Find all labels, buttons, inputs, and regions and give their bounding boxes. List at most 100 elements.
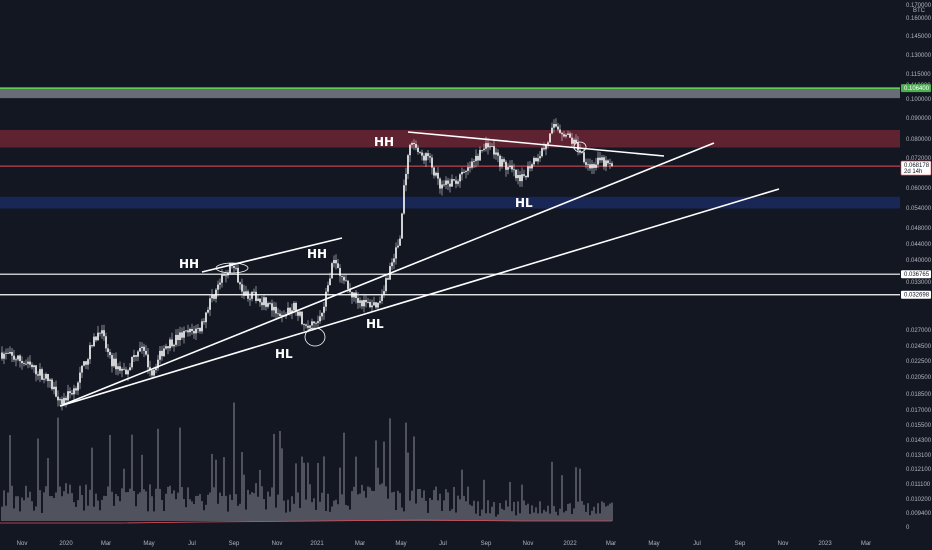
candle-body <box>89 345 91 360</box>
candle-body <box>265 297 267 307</box>
volume-bar <box>19 511 21 521</box>
volume-bar <box>373 491 375 521</box>
candle-body <box>353 292 355 298</box>
volume-bar <box>23 500 25 521</box>
volume-bar <box>355 456 357 521</box>
volume-bar <box>37 438 39 521</box>
candle-body <box>393 258 395 263</box>
time-tick-label: 2023 <box>818 541 832 547</box>
volume-bar <box>1 506 3 521</box>
candle-body <box>75 388 77 391</box>
price-tag-res2 <box>901 290 931 299</box>
volume-bar <box>165 493 167 521</box>
price-tag-label: 0.068178 <box>904 163 930 169</box>
volume-bar <box>281 448 283 521</box>
volume-bar <box>357 494 359 521</box>
candle-body <box>281 315 283 317</box>
volume-bar <box>397 490 399 521</box>
candle-body <box>319 316 321 322</box>
candle-body <box>403 185 405 214</box>
candle-body <box>289 307 291 313</box>
volume-bar <box>381 483 383 521</box>
candle-body <box>69 391 71 394</box>
volume-bar <box>359 493 361 521</box>
horizontal-lines-layer <box>0 87 900 296</box>
volume-bar <box>449 510 451 521</box>
candle-body <box>119 366 121 371</box>
volume-bar <box>243 474 245 521</box>
volume-bar <box>493 502 495 521</box>
candle-body <box>129 367 131 371</box>
volume-bar <box>211 453 213 521</box>
volume-bar <box>293 503 295 521</box>
candle-body <box>221 274 223 283</box>
price-tag-label: 0.036765 <box>904 272 930 278</box>
volume-bar <box>73 502 75 521</box>
candle-body <box>441 184 443 189</box>
volume-bar <box>145 491 147 521</box>
candle-body <box>603 157 605 167</box>
volume-bar <box>287 499 289 521</box>
candle-body <box>39 369 41 376</box>
candle-body <box>49 379 51 381</box>
volume-bar <box>103 495 105 521</box>
volume-bar <box>587 503 589 521</box>
annotation-hl: HL <box>275 347 293 361</box>
volume-bar <box>269 496 271 521</box>
candle-body <box>79 372 81 383</box>
volume-bar <box>583 504 585 521</box>
candle-body <box>321 312 323 317</box>
candle-body <box>215 289 217 299</box>
time-axis[interactable]: Nov 2020 Mar May Jul Sep Nov 2021 Mar May Jul Sep No… <box>17 541 872 547</box>
price-tag-label: 0.106400 <box>904 86 930 92</box>
volume-bar <box>143 489 145 521</box>
volume-bar <box>41 512 43 521</box>
volume-bar <box>363 490 365 521</box>
candle-body <box>105 336 107 349</box>
volume-bar <box>21 497 23 521</box>
volume-bar <box>423 490 425 521</box>
volume-bar <box>97 500 99 521</box>
volume-bar <box>315 509 317 521</box>
candle-body <box>225 275 227 277</box>
volume-bar <box>179 427 181 521</box>
volume-bar <box>113 505 115 521</box>
volume-bar <box>455 512 457 521</box>
time-tick-label: Mar <box>355 541 365 547</box>
volume-bar <box>577 501 579 521</box>
candle-body <box>111 355 113 367</box>
candle-body <box>421 152 423 156</box>
candle-body <box>467 167 469 171</box>
candle-body <box>461 171 463 175</box>
volume-bar <box>55 492 57 521</box>
volume-bar <box>475 513 477 521</box>
volume-bar <box>343 432 345 521</box>
volume-bar <box>483 479 485 521</box>
volume-bar <box>563 512 565 521</box>
candle-body <box>51 379 53 390</box>
volume-bar <box>223 457 225 521</box>
candle-body <box>241 284 243 292</box>
uptrend-support-line <box>59 142 715 407</box>
volume-bar <box>509 481 511 521</box>
candle-body <box>233 266 235 268</box>
volume-bar <box>349 509 351 521</box>
candle-body <box>263 297 265 306</box>
volume-bar <box>207 494 209 521</box>
volume-bar <box>191 501 193 521</box>
candle-body <box>157 359 159 369</box>
volume-bar <box>253 493 255 521</box>
volume-bar <box>123 468 125 521</box>
candle-body <box>347 280 349 289</box>
volume-bar <box>479 515 481 521</box>
annotation-hl: HL <box>515 196 533 210</box>
candle-body <box>261 302 263 306</box>
candle-body <box>437 172 439 179</box>
volume-bar <box>347 505 349 521</box>
candle-body <box>565 134 567 137</box>
time-tick-label: Nov <box>778 541 789 547</box>
volume-axis-zero: 0 <box>906 525 910 531</box>
candle-body <box>485 143 487 149</box>
volume-bar <box>473 500 475 521</box>
